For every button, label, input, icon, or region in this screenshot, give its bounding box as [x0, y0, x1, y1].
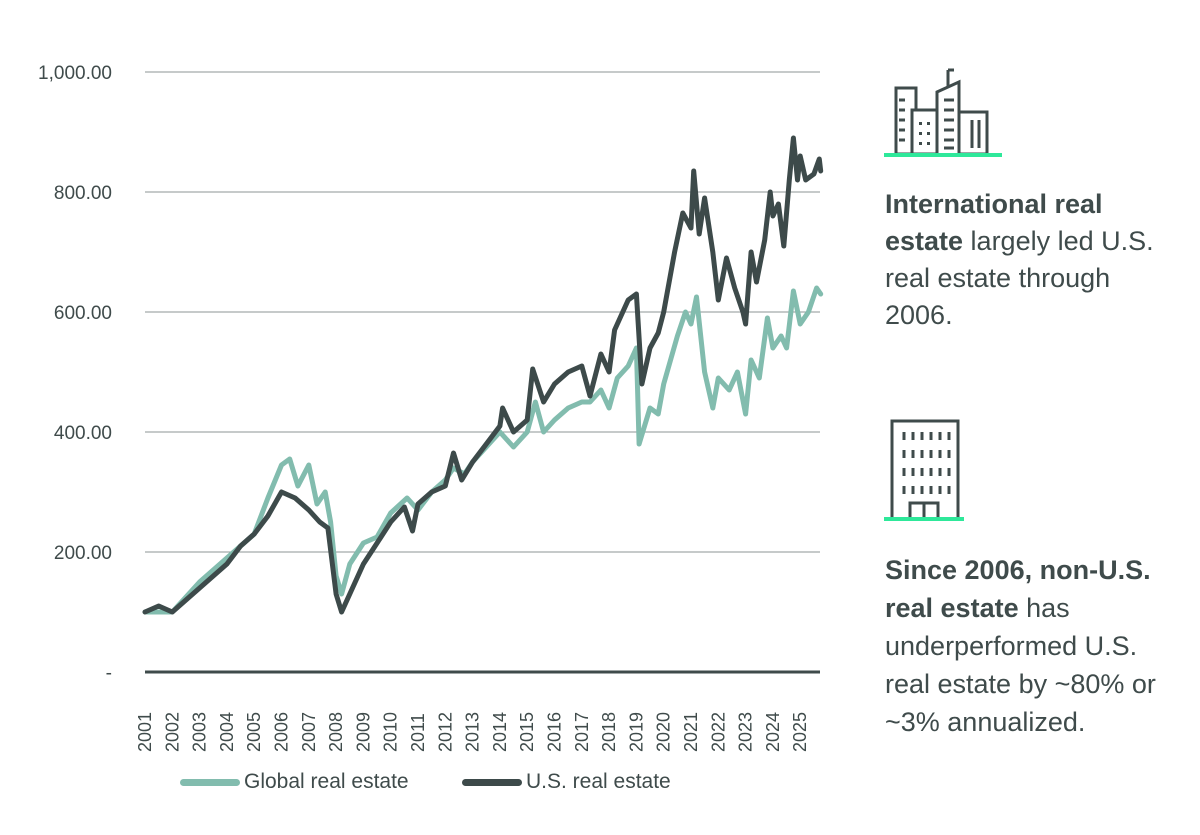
y-tick-label: 800.00 — [54, 183, 112, 204]
callout-international-text: largely led U.S. real estate through 200… — [885, 226, 1154, 330]
gridlines — [145, 71, 820, 674]
x-axis: 2001 2002 2003 2004 2005 2006 2007 2008 2009 2010… — [135, 712, 810, 752]
x-tick-label: 2010 — [381, 712, 401, 752]
legend-item-us: U.S. real estate — [462, 770, 671, 794]
office-building-icon — [884, 419, 964, 521]
city-skyline-icon — [884, 68, 1002, 157]
x-tick-label: 2025 — [790, 712, 810, 752]
callout-international: International real estate largely led U.… — [885, 186, 1185, 334]
callout-since-2006-text: has underperformed U.S. real estate by ~… — [885, 593, 1156, 737]
series-lines — [142, 135, 824, 615]
series-line-global — [142, 285, 824, 615]
x-tick-label: 2015 — [517, 712, 537, 752]
x-tick-label: 2011 — [408, 713, 428, 752]
x-tick-label: 2003 — [190, 712, 210, 752]
x-tick-label: 2022 — [708, 712, 728, 752]
x-tick-label: 2020 — [654, 712, 674, 752]
legend-label-us: U.S. real estate — [526, 770, 671, 793]
x-tick-label: 2006 — [272, 712, 292, 752]
callout-since-2006: Since 2006, non-U.S. real estate has und… — [885, 551, 1185, 741]
x-tick-label: 2012 — [435, 712, 455, 752]
x-tick-label: 2021 — [681, 712, 701, 752]
y-tick-label: - — [106, 663, 112, 684]
x-tick-label: 2008 — [326, 712, 346, 752]
y-tick-label: 600.00 — [54, 303, 112, 324]
x-tick-label: 2007 — [299, 712, 319, 752]
x-tick-label: 2017 — [572, 712, 592, 752]
y-tick-label: 400.00 — [54, 423, 112, 444]
x-tick-label: 2024 — [763, 712, 783, 752]
y-tick-label: 1,000.00 — [38, 63, 112, 84]
legend-swatch-global — [180, 778, 240, 786]
x-tick-label: 2023 — [736, 712, 756, 752]
x-tick-label: 2014 — [490, 712, 510, 752]
x-tick-label: 2009 — [353, 712, 373, 752]
legend-swatch-us — [462, 778, 522, 786]
y-axis: - 200.00 400.00 600.00 800.00 1,000.00 — [38, 63, 112, 684]
x-tick-label: 2005 — [244, 712, 264, 752]
x-tick-label: 2004 — [217, 712, 237, 752]
x-tick-label: 2013 — [463, 712, 483, 752]
x-tick-label: 2016 — [545, 712, 565, 752]
callout-since-2006-bold: Since 2006, non-U.S. real estate — [885, 555, 1151, 623]
y-tick-label: 200.00 — [54, 543, 112, 564]
x-tick-label: 2019 — [626, 712, 646, 752]
series-line-us — [142, 135, 824, 615]
x-tick-label: 2002 — [162, 712, 182, 752]
x-tick-label: 2001 — [135, 712, 155, 752]
x-tick-label: 2018 — [599, 712, 619, 752]
legend-item-global: Global real estate — [180, 770, 409, 794]
callout-international-bold: International real estate — [885, 189, 1103, 256]
legend-label-global: Global real estate — [244, 770, 409, 793]
